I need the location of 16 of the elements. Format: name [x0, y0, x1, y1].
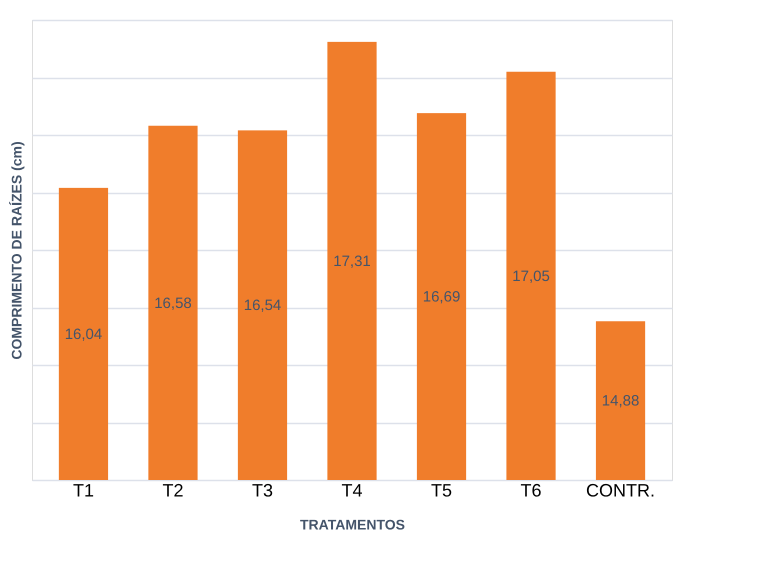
- x-tick-label: T3: [252, 480, 273, 500]
- x-tick-label: T2: [162, 480, 184, 500]
- x-tick-label: T4: [341, 480, 363, 500]
- x-axis-title: TRATAMENTOS: [300, 516, 405, 532]
- data-label: 16,58: [154, 294, 192, 312]
- data-label: 17,05: [512, 268, 550, 285]
- data-label: 16,54: [244, 297, 282, 314]
- x-tick-label: T5: [431, 480, 452, 500]
- data-label: 17,31: [333, 252, 371, 270]
- data-label: 16,69: [422, 288, 460, 306]
- x-tick-label: CONTR.: [586, 480, 656, 500]
- y-axis-title: COMPRIMENTO DE RAÍZES (cm): [8, 141, 24, 360]
- x-tick-label: T1: [72, 480, 94, 500]
- data-label: 14,88: [602, 392, 640, 410]
- x-tick-label: T6: [520, 480, 542, 500]
- data-label: 16,04: [64, 326, 102, 343]
